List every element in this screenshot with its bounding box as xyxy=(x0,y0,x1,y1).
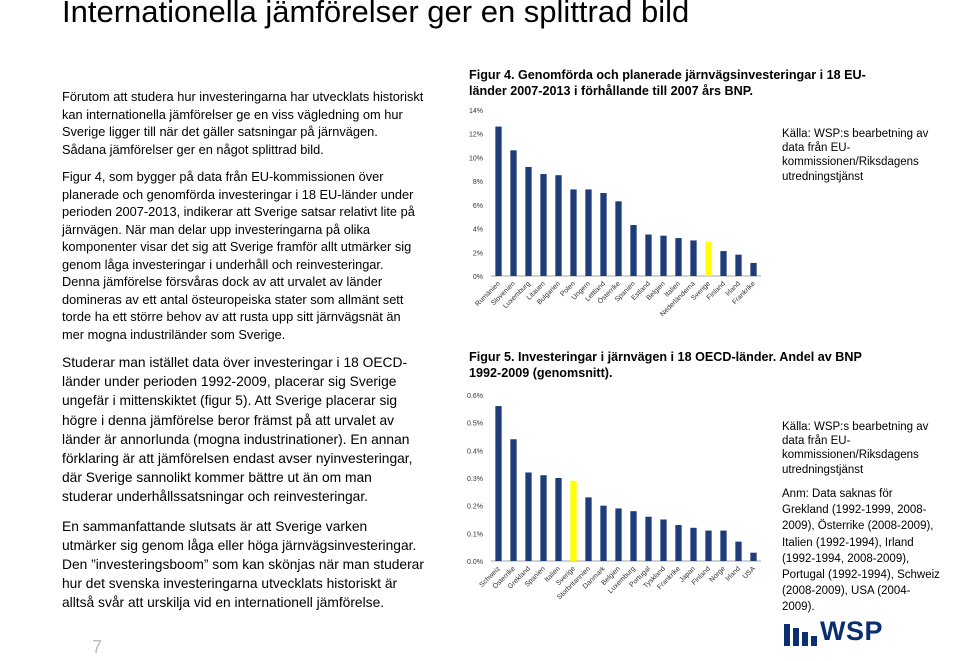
bar xyxy=(690,240,697,276)
y-tick-label: 0.4% xyxy=(467,448,483,455)
figure4-chart: 0%2%4%6%8%10%12%14%RumänienSlovenienLuxe… xyxy=(469,108,761,318)
y-tick-label: 12% xyxy=(469,132,483,139)
figure4-source: Källa: WSP:s bearbetning av data från EU… xyxy=(782,128,929,183)
bar xyxy=(600,193,607,276)
figure5-source: Källa: WSP:s bearbetning av data från EU… xyxy=(782,421,929,476)
bar xyxy=(510,150,517,276)
logo-text: WSP xyxy=(820,616,884,646)
bar xyxy=(630,225,637,276)
y-tick-label: 0.6% xyxy=(467,393,483,400)
logo-mark-icon xyxy=(784,624,817,646)
paragraph: Figur 4, som bygger på data från EU-komm… xyxy=(62,169,415,342)
y-tick-label: 0.1% xyxy=(467,531,483,538)
bar xyxy=(525,472,532,561)
page-number: 7 xyxy=(92,637,103,657)
page-title: Internationella jämförelser ger en split… xyxy=(62,0,690,29)
bar xyxy=(630,511,637,561)
bar xyxy=(555,478,562,561)
y-tick-label: 0% xyxy=(473,274,483,281)
bar xyxy=(735,541,742,561)
figure5-note: Anm: Data saknas för Grekland (1992-1999… xyxy=(782,488,940,614)
bar xyxy=(525,166,532,276)
x-tick-label: Irland xyxy=(725,565,742,582)
figure4-caption: Figur 4. Genomförda och planerade järnvä… xyxy=(469,68,866,98)
bar xyxy=(720,251,727,276)
bar xyxy=(570,189,577,276)
bar xyxy=(705,530,712,561)
bar xyxy=(615,508,622,561)
y-tick-label: 0.2% xyxy=(467,504,483,511)
x-tick-label: Norge xyxy=(708,565,727,584)
figure5-chart: 0.0%0.1%0.2%0.3%0.4%0.5%0.6%SchweizÖster… xyxy=(467,393,761,601)
bar xyxy=(495,126,502,276)
bar xyxy=(750,552,757,561)
bar xyxy=(660,519,667,561)
bar xyxy=(720,530,727,561)
bar xyxy=(615,201,622,276)
bar xyxy=(570,480,577,561)
y-tick-label: 4% xyxy=(473,227,483,234)
y-tick-label: 10% xyxy=(469,155,483,162)
y-tick-label: 0.0% xyxy=(467,559,483,566)
y-tick-label: 6% xyxy=(473,203,483,210)
bar xyxy=(645,516,652,561)
bar xyxy=(750,262,757,276)
bar xyxy=(585,189,592,276)
bar xyxy=(585,497,592,561)
y-tick-label: 0.3% xyxy=(467,476,483,483)
bar xyxy=(735,254,742,276)
paragraph: Förutom att studera hur investeringarna … xyxy=(62,89,424,157)
y-tick-label: 14% xyxy=(469,108,483,115)
bar xyxy=(540,475,547,561)
bar xyxy=(660,235,667,276)
bar xyxy=(555,175,562,276)
bar xyxy=(675,238,682,276)
paragraph: En sammanfattande slutsats är att Sverig… xyxy=(62,518,424,611)
bar xyxy=(690,527,697,561)
y-tick-label: 8% xyxy=(473,179,483,186)
bar xyxy=(645,234,652,276)
paragraph: Studerar man istället data över invester… xyxy=(62,355,413,505)
y-tick-label: 0.5% xyxy=(467,421,483,428)
bar xyxy=(675,525,682,561)
wsp-logo: WSP xyxy=(782,616,884,650)
bar xyxy=(705,241,712,276)
figure5-caption: Figur 5. Investeringar i järnvägen i 18 … xyxy=(469,350,862,380)
bar xyxy=(600,505,607,561)
x-tick-label: USA xyxy=(742,565,757,580)
body-text: Förutom att studera hur investeringarna … xyxy=(62,88,424,623)
bar xyxy=(495,406,502,561)
bar xyxy=(540,174,547,276)
y-tick-label: 2% xyxy=(473,250,483,257)
bar xyxy=(510,439,517,561)
